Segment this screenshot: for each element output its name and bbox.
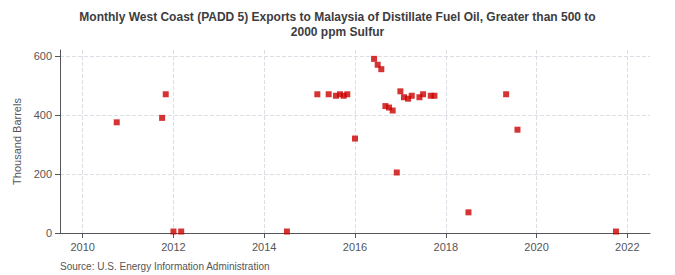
svg-text:2000 ppm Sulfur: 2000 ppm Sulfur [291,25,385,39]
svg-text:0: 0 [46,227,52,239]
svg-text:Source: U.S. Energy Informatio: Source: U.S. Energy Information Administ… [60,261,270,272]
svg-text:Monthly West Coast (PADD 5) Ex: Monthly West Coast (PADD 5) Exports to M… [79,10,595,24]
svg-text:2014: 2014 [252,241,276,253]
svg-text:200: 200 [34,168,52,180]
svg-text:2020: 2020 [524,241,548,253]
svg-text:2022: 2022 [615,241,639,253]
svg-text:2010: 2010 [70,241,94,253]
svg-text:600: 600 [34,50,52,62]
svg-text:2018: 2018 [434,241,458,253]
svg-text:Thousand Barrels: Thousand Barrels [11,98,23,185]
svg-text:2016: 2016 [343,241,367,253]
svg-text:2012: 2012 [161,241,185,253]
svg-text:400: 400 [34,109,52,121]
